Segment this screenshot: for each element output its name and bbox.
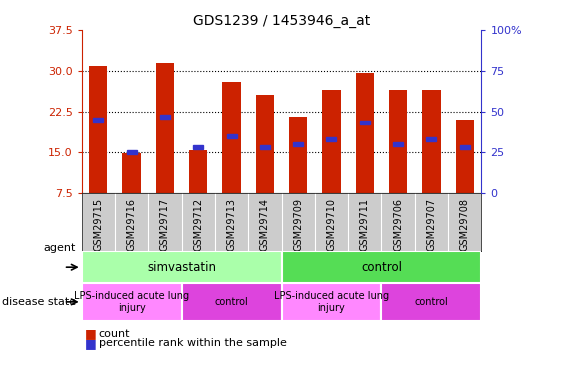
- Bar: [82, 283, 181, 321]
- Bar: [260, 145, 270, 149]
- Text: LPS-induced acute lung
injury: LPS-induced acute lung injury: [74, 291, 189, 313]
- Bar: [422, 90, 441, 193]
- Text: GSM29716: GSM29716: [127, 198, 137, 251]
- Bar: [293, 142, 303, 146]
- Text: GSM29711: GSM29711: [360, 198, 370, 251]
- Text: control: control: [361, 261, 402, 274]
- Bar: [222, 82, 241, 193]
- Text: control: control: [414, 297, 448, 307]
- Bar: [289, 117, 307, 193]
- Bar: [360, 120, 370, 124]
- Bar: [382, 283, 481, 321]
- Text: GSM29713: GSM29713: [226, 198, 236, 251]
- Text: ■: ■: [84, 327, 96, 340]
- Bar: [181, 283, 282, 321]
- Text: agent: agent: [43, 243, 76, 254]
- Text: GSM29712: GSM29712: [193, 198, 203, 251]
- Bar: [160, 115, 170, 119]
- Text: GSM29715: GSM29715: [93, 198, 103, 251]
- Text: GSM29710: GSM29710: [327, 198, 337, 251]
- Bar: [156, 63, 174, 193]
- Title: GDS1239 / 1453946_a_at: GDS1239 / 1453946_a_at: [193, 13, 370, 28]
- Text: disease state: disease state: [2, 297, 76, 307]
- Text: percentile rank within the sample: percentile rank within the sample: [99, 338, 287, 348]
- Bar: [89, 66, 108, 193]
- Bar: [455, 120, 474, 193]
- Text: LPS-induced acute lung
injury: LPS-induced acute lung injury: [274, 291, 389, 313]
- Bar: [322, 90, 341, 193]
- Bar: [460, 145, 470, 149]
- Text: GSM29707: GSM29707: [426, 198, 436, 251]
- Text: simvastatin: simvastatin: [147, 261, 216, 274]
- Bar: [327, 137, 337, 141]
- Bar: [282, 283, 382, 321]
- Bar: [389, 90, 407, 193]
- Text: GSM29714: GSM29714: [260, 198, 270, 251]
- Text: GSM29717: GSM29717: [160, 198, 170, 251]
- Bar: [282, 251, 481, 283]
- Bar: [256, 95, 274, 193]
- Text: count: count: [99, 329, 130, 339]
- Bar: [393, 142, 403, 146]
- Bar: [226, 134, 236, 138]
- Bar: [189, 150, 207, 193]
- Text: control: control: [215, 297, 248, 307]
- Bar: [127, 150, 137, 154]
- Bar: [193, 145, 203, 149]
- Bar: [426, 137, 436, 141]
- Bar: [93, 118, 103, 122]
- Bar: [356, 74, 374, 193]
- Bar: [122, 153, 141, 193]
- Text: GSM29706: GSM29706: [393, 198, 403, 251]
- Text: GSM29708: GSM29708: [460, 198, 470, 251]
- Text: ■: ■: [84, 337, 96, 350]
- Text: GSM29709: GSM29709: [293, 198, 303, 251]
- Bar: [82, 251, 282, 283]
